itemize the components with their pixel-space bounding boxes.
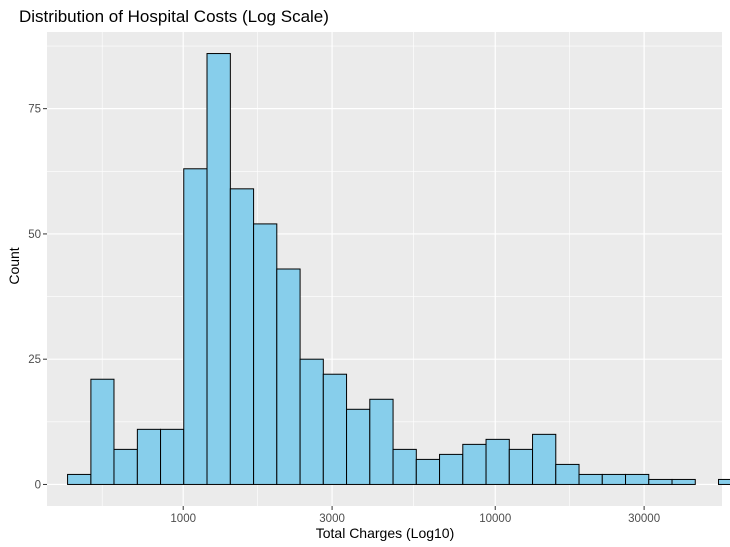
histogram-bar <box>322 373 348 485</box>
histogram-bar <box>555 463 580 485</box>
histogram-bar <box>113 448 138 485</box>
histogram-bar <box>718 478 730 485</box>
histogram-bar <box>439 453 464 485</box>
x-tick-label: 30000 <box>628 513 660 525</box>
histogram-bar <box>183 168 208 485</box>
y-tick-label: 50 <box>28 229 41 241</box>
histogram-bar <box>578 473 603 485</box>
histogram-bar <box>276 268 301 485</box>
histogram-bar <box>369 398 394 485</box>
x-axis-title: Total Charges (Log10) <box>316 525 455 541</box>
histogram-bar <box>508 448 534 485</box>
histogram-bar <box>392 448 417 485</box>
x-axis: 1000 3000 10000 30000 <box>170 506 660 525</box>
y-tick-label: 25 <box>28 354 41 366</box>
chart-title: Distribution of Hospital Costs (Log Scal… <box>19 7 329 26</box>
y-tick-label: 0 <box>35 479 41 491</box>
histogram-bar <box>462 443 487 485</box>
histogram-bar <box>485 438 510 485</box>
histogram-bar <box>299 358 324 485</box>
histogram-bar <box>532 433 557 485</box>
histogram-bar <box>253 223 278 485</box>
y-axis: 0 25 50 75 <box>28 104 47 491</box>
histogram-bar <box>648 478 673 485</box>
x-tick-label: 10000 <box>479 513 511 525</box>
histogram-bars <box>67 53 730 485</box>
histogram-bar <box>136 428 162 485</box>
histogram-bar <box>625 473 650 485</box>
y-tick-label: 75 <box>28 104 41 116</box>
histogram-bar <box>90 378 115 485</box>
histogram-bar <box>206 53 231 485</box>
histogram-bar <box>601 473 627 485</box>
histogram-bar <box>160 428 185 485</box>
histogram-bar <box>346 408 371 485</box>
y-axis-title: Count <box>6 247 22 284</box>
x-tick-label: 3000 <box>319 513 345 525</box>
x-tick-label: 1000 <box>170 513 196 525</box>
histogram-bar <box>415 458 441 485</box>
histogram-bar <box>671 478 696 485</box>
histogram-bar <box>67 473 92 485</box>
histogram-bar <box>229 188 255 485</box>
